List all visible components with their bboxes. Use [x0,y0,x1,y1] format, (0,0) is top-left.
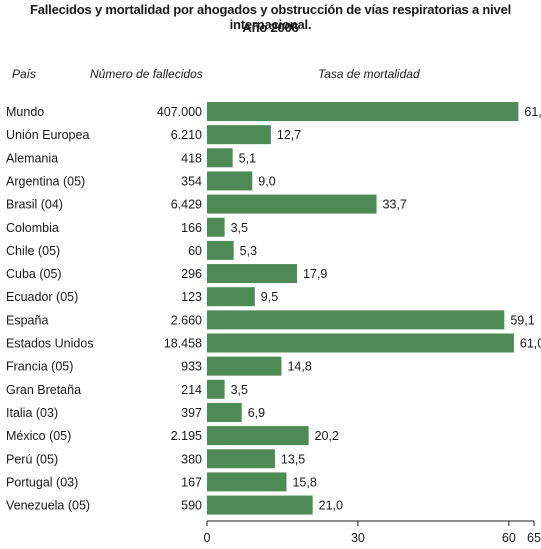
rate-value-label: 5,3 [240,244,257,258]
rate-value-label: 3,5 [231,383,248,397]
deaths-value-label: 214 [181,383,202,397]
rate-value-label: 9,0 [258,174,275,188]
bar [207,310,505,330]
rate-value-label: 5,1 [239,151,256,165]
bar [207,472,287,492]
country-label: Portugal (03) [6,475,78,489]
deaths-column-header: Número de fallecidos [90,67,203,81]
deaths-value-label: 296 [181,267,202,281]
x-tick-label: 60 [502,531,516,545]
rate-value-label: 61,9 [524,105,541,119]
country-label: Estados Unidos [6,337,94,351]
bar [207,217,225,237]
deaths-value-label: 6.429 [171,198,202,212]
bar [207,171,253,191]
bar [207,356,282,376]
x-tick-label: 65 [527,531,541,545]
deaths-value-label: 354 [181,174,202,188]
bar [207,194,377,214]
deaths-value-label: 933 [181,360,202,374]
rate-value-label: 33,7 [383,198,407,212]
bar [207,148,233,168]
country-label: Chile (05) [6,244,60,258]
deaths-value-label: 60 [188,244,202,258]
rate-value-label: 15,8 [292,475,316,489]
deaths-value-label: 6.210 [171,128,202,142]
bar [207,449,275,469]
bar [207,125,271,145]
country-label: Venezuela (05) [6,499,90,513]
deaths-value-label: 123 [181,290,202,304]
chart-subtitle: Año 2006 [242,20,299,35]
country-label: Colombia [6,221,59,235]
rate-value-label: 20,2 [315,429,339,443]
deaths-value-label: 18.458 [164,337,202,351]
rate-value-label: 17,9 [303,267,327,281]
bar [207,426,309,446]
country-label: Brasil (04) [6,198,63,212]
rate-value-label: 13,5 [281,452,305,466]
deaths-value-label: 590 [181,499,202,513]
deaths-value-label: 407.000 [157,105,202,119]
deaths-value-label: 2.195 [171,429,202,443]
rate-value-label: 3,5 [231,221,248,235]
rate-column-header: Tasa de mortalidad [318,67,420,81]
country-label: Argentina (05) [6,174,85,188]
rate-value-label: 61,0 [520,337,541,351]
bar [207,287,255,307]
country-label: España [6,313,48,327]
bar [207,264,298,284]
country-label: Alemania [6,151,58,165]
rate-value-label: 59,1 [510,313,534,327]
bar [207,379,225,399]
deaths-value-label: 166 [181,221,202,235]
deaths-value-label: 418 [181,151,202,165]
bar [207,240,234,260]
bar [207,102,519,121]
rate-value-label: 21,0 [319,499,343,513]
rate-value-label: 14,8 [287,360,311,374]
country-label: Cuba (05) [6,267,62,281]
deaths-value-label: 380 [181,452,202,466]
deaths-value-label: 167 [181,475,202,489]
bar [207,495,313,515]
country-column-header: País [12,67,37,81]
country-label: Mundo [6,105,44,119]
country-label: Ecuador (05) [6,290,78,304]
rate-value-label: 6,9 [248,406,265,420]
country-label: México (05) [6,429,71,443]
chart-title: Fallecidos y mortalidad por ahogados y o… [29,2,512,32]
country-label: Perú (05) [6,452,58,466]
deaths-value-label: 397 [181,406,202,420]
rate-value-label: 9,5 [261,290,278,304]
x-tick-label: 30 [351,531,365,545]
bar [207,402,242,422]
deaths-value-label: 2.660 [171,313,202,327]
x-tick-label: 0 [204,531,211,545]
country-label: Unión Europea [6,128,89,142]
country-label: Francia (05) [6,360,73,374]
country-label: Gran Bretaña [6,383,81,397]
rate-value-label: 12,7 [277,128,301,142]
bar [207,333,514,353]
country-label: Italia (03) [6,406,58,420]
